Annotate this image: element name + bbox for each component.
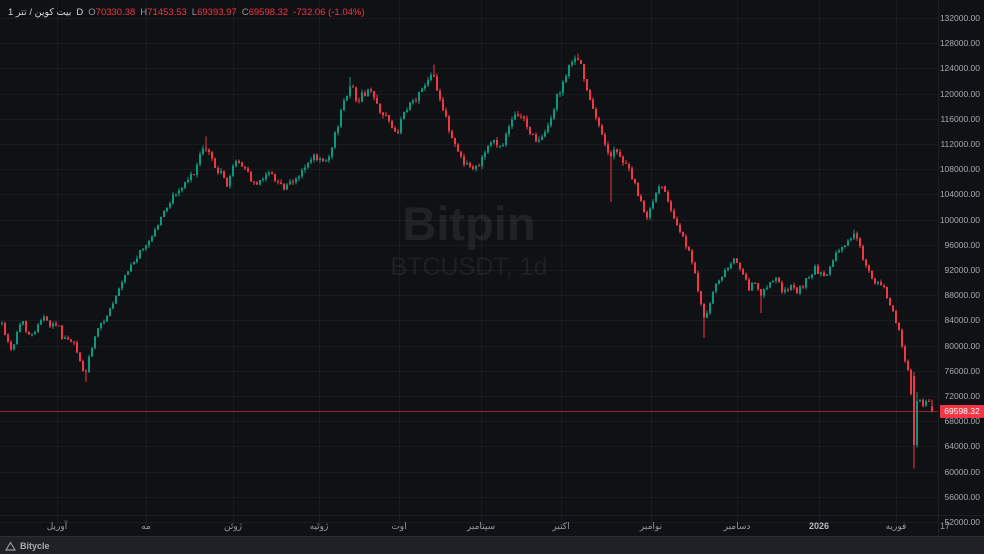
price-axis[interactable]: 69598.32 132000.00 128000.00 124000.00 1200… xyxy=(938,0,984,536)
price-tick-label: 72000.00 xyxy=(944,391,980,401)
price-tick-label: 116000.00 xyxy=(940,113,980,124)
low-value: L69393.97 xyxy=(191,7,237,18)
current-price-tag: 69598.32 xyxy=(940,404,984,418)
price-tick-label: 96000.00 xyxy=(944,239,980,250)
price-tick-label: 120000.00 xyxy=(939,88,980,99)
time-axis-label: فوریه xyxy=(885,521,907,531)
price-tick-label: 88000.00 xyxy=(944,290,980,301)
bitycle-logo-icon[interactable] xyxy=(5,541,16,551)
price-tick-label: 100000.00 xyxy=(939,214,980,225)
time-axis-label: 2026 xyxy=(808,521,830,531)
price-tick-label: 60000.00 xyxy=(944,466,980,477)
time-axis-label: سپتامبر xyxy=(466,521,496,531)
time-axis-label: ژوئن xyxy=(223,521,243,531)
time-axis-label: اوت xyxy=(391,521,407,531)
open-value: O70330.38 xyxy=(88,7,136,18)
price-tick-label: 112000.00 xyxy=(940,139,980,149)
time-axis-label: اکتبر xyxy=(552,521,570,531)
price-tick-label: 84000.00 xyxy=(944,315,980,326)
interval-label[interactable]: D xyxy=(76,7,84,18)
time-axis-label: آوریل xyxy=(46,521,68,531)
high-value: H71453.53 xyxy=(140,7,187,18)
time-axis-label: مه xyxy=(141,521,151,531)
price-tick-label: 128000.00 xyxy=(939,38,980,49)
close-value: C69598.32 xyxy=(241,7,289,18)
price-tick-label: 124000.00 xyxy=(939,63,980,74)
price-tick-label: 64000.00 xyxy=(944,441,980,452)
attribution-label[interactable]: Bitycle xyxy=(20,541,50,551)
time-axis-label: 17 xyxy=(939,521,951,531)
price-tick-label: 104000.00 xyxy=(939,189,980,200)
time-axis-label: نوامبر xyxy=(639,521,663,531)
price-tick-label: 108000.00 xyxy=(939,164,980,175)
price-tick-label: 92000.00 xyxy=(944,265,980,275)
candlestick-chart[interactable] xyxy=(0,0,938,536)
time-axis[interactable]: آوریل مه ژوئن ژوئیه اوت سپتامبر اکتبر نوامبر دسا… xyxy=(0,515,984,537)
price-tick-label: 56000.00 xyxy=(944,491,980,502)
symbol-name[interactable]: بیت کوین / تتر 1 xyxy=(8,7,72,18)
price-tick-label: 76000.00 xyxy=(944,365,980,376)
chart-legend: بیت کوین / تتر 1 D O70330.38 H71453.53 L… xyxy=(8,7,365,19)
bottom-toolbar: Bitycle xyxy=(0,536,984,554)
time-axis-label: دسامبر xyxy=(723,521,751,531)
price-tick-label: 132000.00 xyxy=(939,13,980,23)
price-tick-label: 52000.00 xyxy=(944,517,980,527)
price-tick-label: 68000.00 xyxy=(944,416,980,427)
price-tick-label: 80000.00 xyxy=(944,340,980,351)
time-axis-label: ژوئیه xyxy=(309,521,329,531)
change-value: -732.06 (-1.04%) xyxy=(293,7,365,18)
